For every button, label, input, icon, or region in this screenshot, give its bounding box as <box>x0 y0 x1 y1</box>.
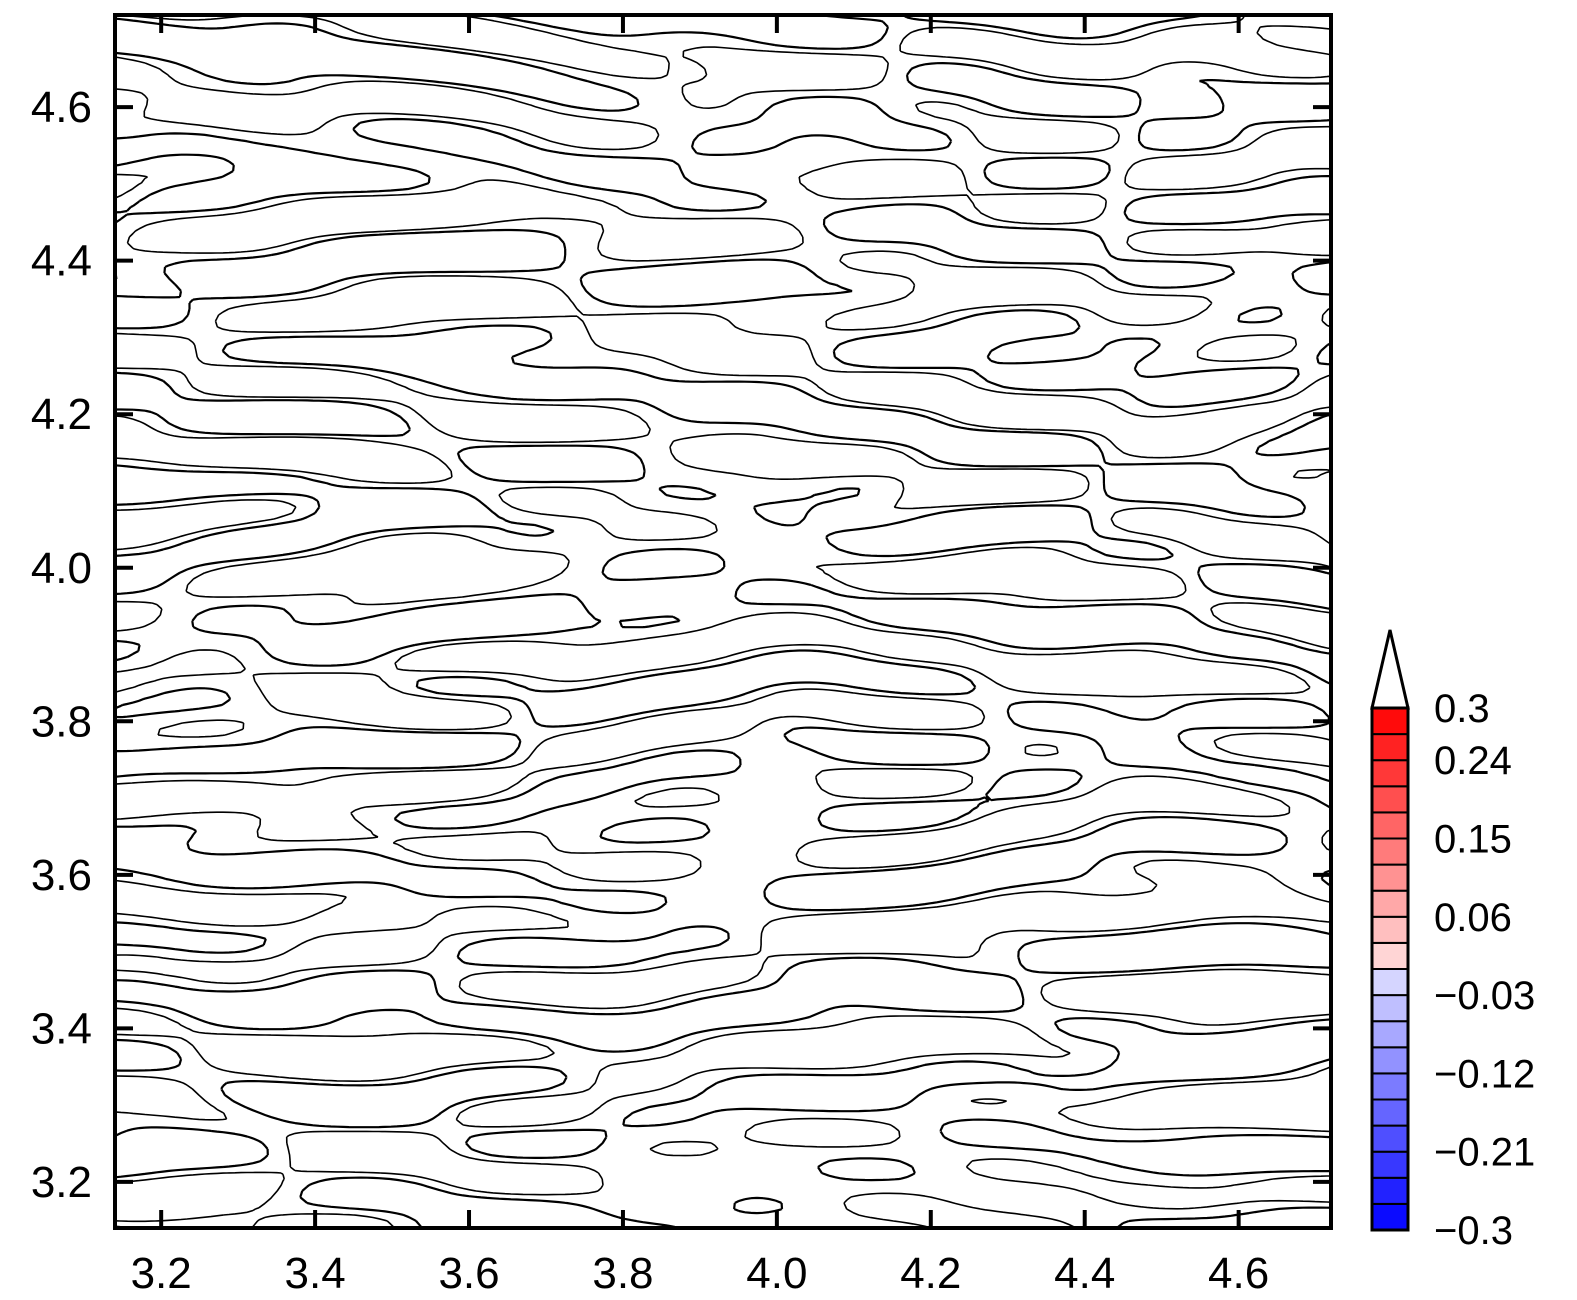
x-tick-label: 3.2 <box>131 1249 192 1298</box>
colorbar-segment <box>1371 1072 1409 1101</box>
plot-area: 3.2 3.4 3.6 3.8 4.0 4.2 4.4 4.6 3.2 3.4 3.6 3.8 4.0… <box>31 13 1333 1298</box>
colorbar-segment <box>1371 968 1409 997</box>
colorbar-segment <box>1371 863 1409 892</box>
y-tick-label: 3.8 <box>31 697 92 746</box>
x-tick-label: 3.4 <box>285 1249 346 1298</box>
colorbar-tick-label: 0.15 <box>1434 818 1512 862</box>
colorbar-tick-label: −0.21 <box>1434 1131 1535 1175</box>
colorbar-tick-label: −0.3 <box>1434 1209 1513 1253</box>
colorbar-segment <box>1371 1046 1409 1075</box>
colorbar-tick-label: 0.06 <box>1434 896 1512 940</box>
contour-positive <box>115 15 1331 1228</box>
colorbar-segment <box>1371 733 1409 762</box>
x-axis: 3.2 3.4 3.6 3.8 4.0 4.2 4.4 4.6 <box>131 15 1269 1298</box>
colorbar-segment <box>1371 785 1409 814</box>
colorbar-tick-label: −0.12 <box>1434 1052 1535 1096</box>
colorbar-segment <box>1371 941 1409 971</box>
colorbar-segment <box>1371 1098 1409 1127</box>
colorbar-frame <box>1370 706 1410 1232</box>
y-tick-label: 3.6 <box>31 851 92 900</box>
y-tick-label: 3.2 <box>31 1158 92 1207</box>
y-tick-label: 4.6 <box>31 83 92 132</box>
colorbar-segment <box>1371 915 1409 944</box>
colorbar-segment <box>1371 837 1409 866</box>
colorbar-segment <box>1371 994 1409 1023</box>
colorbar-extend-arrow <box>1370 629 1410 710</box>
plot-frame <box>113 13 1333 1230</box>
colorbar-segment <box>1371 1202 1409 1232</box>
y-tick-label: 3.4 <box>31 1004 92 1053</box>
colorbar-segment <box>1371 1150 1409 1179</box>
y-axis: 3.2 3.4 3.6 3.8 4.0 4.2 4.4 4.6 <box>31 83 1331 1207</box>
colorbar-segment <box>1371 707 1409 736</box>
x-tick-label: 4.4 <box>1054 1249 1115 1298</box>
colorbar-segment <box>1371 1124 1409 1153</box>
x-tick-label: 3.8 <box>592 1249 653 1298</box>
colorbar-segment <box>1371 1176 1409 1205</box>
x-tick-label: 4.0 <box>746 1249 807 1298</box>
colorbar-tick-label: 0.3 <box>1434 687 1490 731</box>
colorbar-tick-label: −0.03 <box>1434 974 1535 1018</box>
x-tick-label: 4.2 <box>900 1249 961 1298</box>
x-tick-label: 3.6 <box>438 1249 499 1298</box>
colorbar-segment <box>1371 759 1409 788</box>
colorbar-segment <box>1371 1020 1409 1049</box>
x-tick-label: 4.6 <box>1208 1249 1269 1298</box>
colorbar-segment <box>1371 811 1409 840</box>
y-tick-label: 4.4 <box>31 237 92 286</box>
colorbar-tick-label: 0.24 <box>1434 739 1512 783</box>
y-tick-label: 4.2 <box>31 390 92 439</box>
colorbar: 0.3 0.24 0.15 0.06 −0.03 −0.12 −0.21 −0.3 <box>1370 629 1535 1253</box>
colorbar-segment <box>1371 889 1409 918</box>
y-tick-label: 4.0 <box>31 544 92 593</box>
